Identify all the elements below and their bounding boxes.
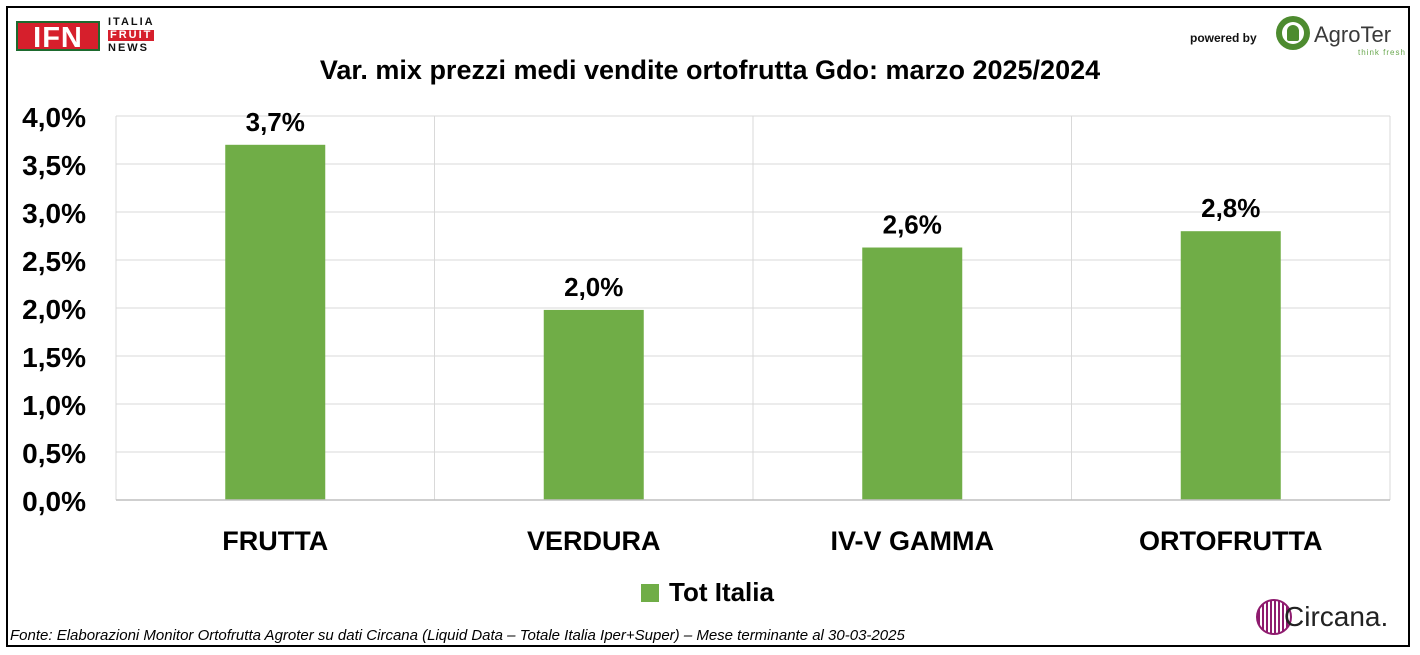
y-tick-label: 3,5% — [22, 150, 86, 181]
circana-name: Circana. — [1284, 601, 1389, 632]
agroter-logo: AgroTer think fresh — [1276, 16, 1406, 57]
x-tick-label: IV-V GAMMA — [830, 526, 994, 556]
legend-swatch — [641, 584, 659, 602]
source-note: Fonte: Elaborazioni Monitor Ortofrutta A… — [10, 627, 905, 644]
x-tick-label: VERDURA — [527, 526, 661, 556]
circana-logo: Circana. — [1256, 597, 1406, 639]
bar — [225, 144, 326, 501]
ifn-logo-line-1: ITALIA — [108, 16, 155, 28]
y-tick-label: 1,5% — [22, 342, 86, 373]
y-tick-label: 0,5% — [22, 438, 86, 469]
y-tick-label: 1,0% — [22, 390, 86, 421]
agroter-tagline: think fresh — [1358, 48, 1406, 57]
y-tick-label: 2,5% — [22, 246, 86, 277]
data-label: 3,7% — [246, 107, 305, 137]
ifn-logo: IFN ITALIA FRUIT NEWS — [16, 17, 166, 57]
tree-icon — [1276, 16, 1310, 50]
data-label: 2,6% — [883, 210, 942, 240]
y-tick-label: 4,0% — [22, 102, 86, 133]
powered-by-label: powered by — [1190, 31, 1257, 45]
bar — [543, 309, 644, 500]
x-tick-label: ORTOFRUTTA — [1139, 526, 1322, 556]
y-tick-label: 3,0% — [22, 198, 86, 229]
agroter-name: AgroTer — [1314, 22, 1392, 47]
y-tick-label: 2,0% — [22, 294, 86, 325]
circana-mark-icon — [1256, 599, 1292, 635]
ifn-logo-mark: IFN — [16, 21, 100, 53]
chart-title: Var. mix prezzi medi vendite ortofrutta … — [319, 55, 1101, 85]
data-label: 2,8% — [1201, 193, 1260, 223]
data-label: 2,0% — [564, 272, 623, 302]
legend-label: Tot Italia — [669, 577, 774, 607]
bar — [862, 247, 963, 500]
ifn-logo-line-2: FRUIT — [108, 29, 155, 41]
x-tick-label: FRUTTA — [222, 526, 328, 556]
bar — [1180, 231, 1281, 500]
y-tick-label: 0,0% — [22, 486, 86, 517]
ifn-logo-line-3: NEWS — [108, 42, 149, 54]
